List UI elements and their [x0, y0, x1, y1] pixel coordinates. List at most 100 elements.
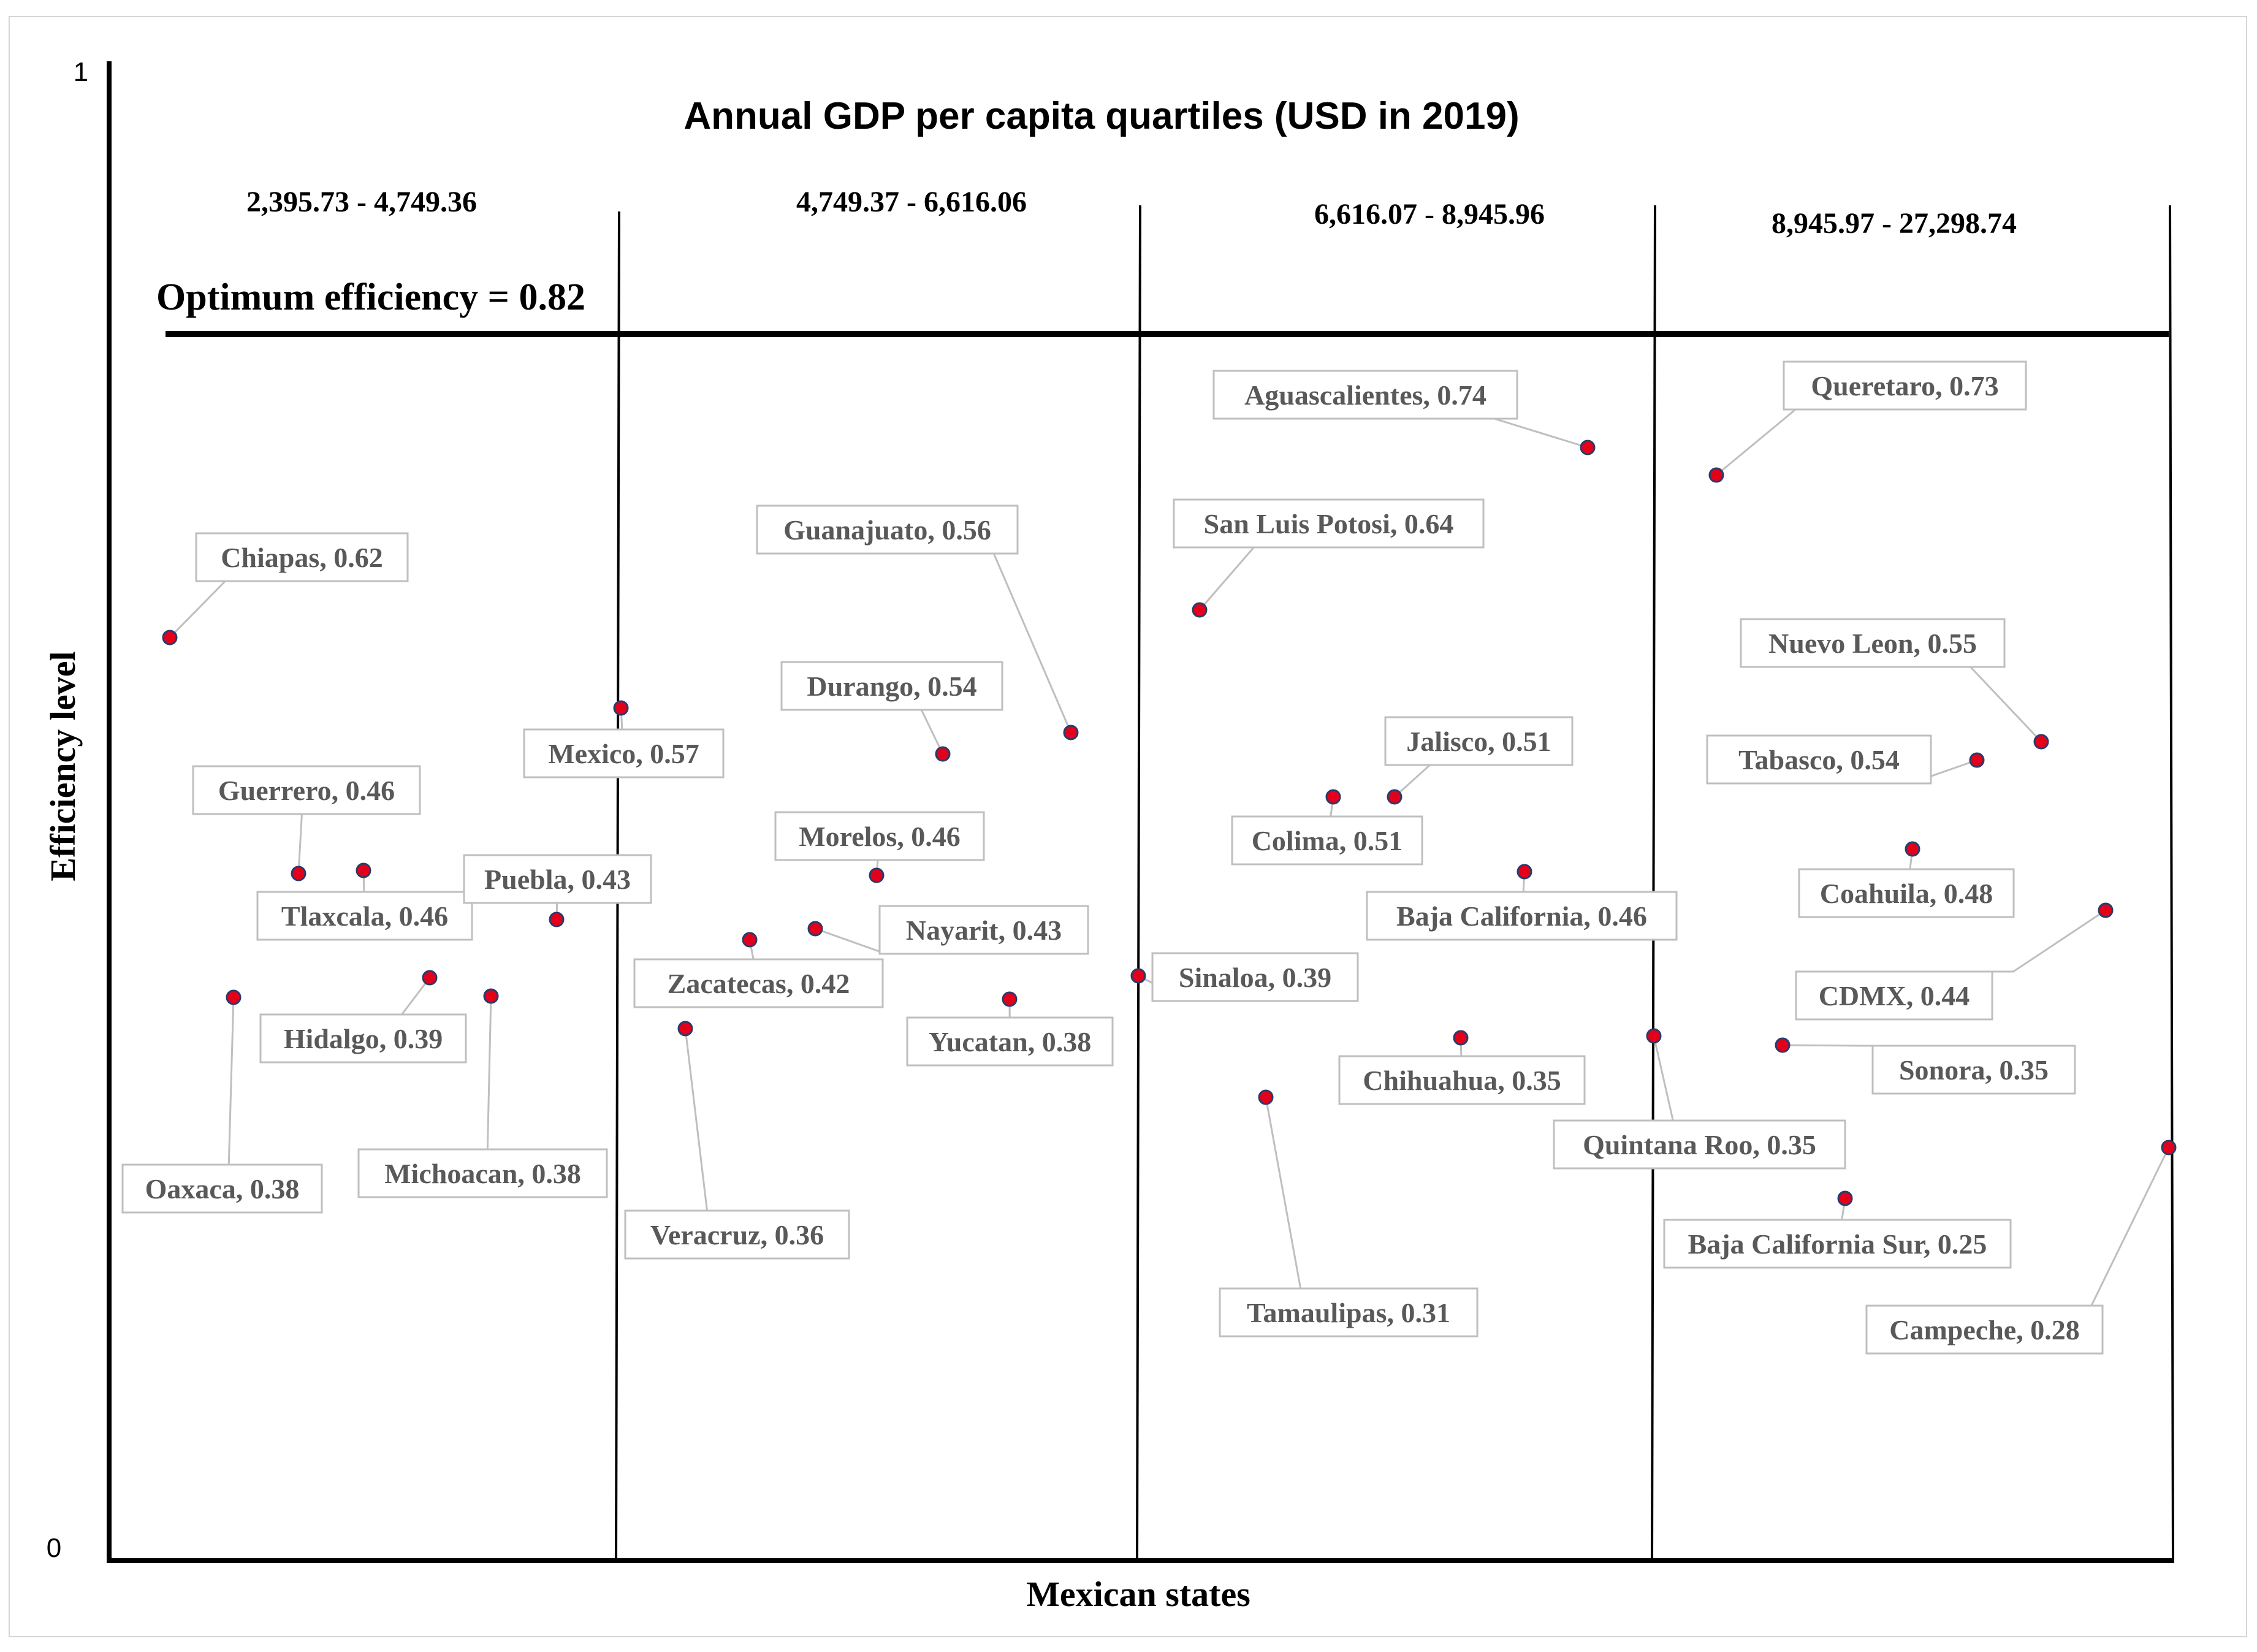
label-box: [1231, 815, 1423, 866]
label-box: [192, 765, 421, 815]
point-group-zacatecas: Zacatecas, 0.42: [633, 932, 884, 1008]
point-group-aguascalientes: Aguascalientes, 0.74: [1212, 370, 1596, 455]
data-label: Sonora, 0.35: [1899, 1054, 2049, 1086]
data-point-coahuila: [1905, 841, 1920, 857]
quartile-4-label: 8,945.97 - 27,298.74: [1772, 207, 2017, 240]
data-label: Sinaloa, 0.39: [1179, 962, 1331, 993]
callout-line: [226, 997, 235, 1166]
label-box: [1553, 1119, 1846, 1170]
data-point-hidalgo: [422, 970, 438, 986]
point-group-chihuahua: Chihuahua, 0.35: [1338, 1030, 1586, 1105]
label-box: [1219, 1287, 1479, 1338]
quartile-3-label: 6,616.07 - 8,945.96: [1314, 198, 1545, 230]
quartile-divider-2: [1136, 205, 1141, 1564]
point-group-san-luis-potosi: San Luis Potosi, 0.64: [1173, 498, 1485, 618]
point-group-morelos: Morelos, 0.46: [774, 811, 985, 883]
label-box: [1366, 891, 1678, 941]
label-box: [1151, 952, 1359, 1002]
data-point-tamaulipas: [1258, 1089, 1274, 1105]
point-group-tabasco: Tabasco, 0.54: [1706, 734, 1985, 785]
point-group-baja-california: Baja California, 0.46: [1366, 864, 1678, 941]
data-label: Jalisco, 0.51: [1406, 726, 1551, 757]
callout-line: [1265, 1097, 1315, 1290]
callout-line: [912, 709, 944, 755]
data-label: Baja California Sur, 0.25: [1688, 1228, 1987, 1260]
data-label: Chihuahua, 0.35: [1363, 1065, 1561, 1096]
data-point-guanajuato: [1063, 725, 1079, 740]
data-label: Yucatan, 0.38: [929, 1026, 1091, 1057]
data-point-quintana-roo: [1646, 1028, 1662, 1044]
data-label: Tabasco, 0.54: [1738, 744, 1900, 775]
label-box: [780, 661, 1003, 711]
point-group-queretaro: Queretaro, 0.73: [1708, 360, 2027, 483]
axes: [107, 61, 2172, 1563]
y-tick-max: 1: [74, 57, 88, 87]
point-group-tamaulipas: Tamaulipas, 0.31: [1219, 1089, 1479, 1338]
data-point-durango: [935, 746, 951, 762]
point-group-sinaloa: Sinaloa, 0.39: [1130, 952, 1359, 1002]
data-label: Morelos, 0.46: [799, 821, 961, 852]
label-box: [195, 532, 409, 582]
data-point-queretaro: [1708, 467, 1724, 483]
data-point-morelos: [869, 867, 885, 883]
data-label: San Luis Potosi, 0.64: [1204, 508, 1454, 539]
data-label: Tlaxcala, 0.46: [281, 900, 448, 932]
x-axis-label: Mexican states: [1026, 1574, 1250, 1614]
data-label: Colima, 0.51: [1252, 825, 1403, 856]
callout-line: [1393, 764, 1445, 798]
label-box: [756, 504, 1019, 555]
data-point-san-luis-potosi: [1192, 602, 1208, 618]
data-label: Puebla, 0.43: [484, 864, 631, 895]
data-label: Guerrero, 0.46: [218, 775, 395, 806]
data-point-colima: [1325, 789, 1341, 805]
data-point-chiapas: [162, 630, 178, 645]
data-point-tlaxcala: [356, 862, 371, 878]
point-group-veracruz: Veracruz, 0.36: [624, 1021, 850, 1260]
callout-line: [1454, 417, 1588, 449]
data-label: Queretaro, 0.73: [1811, 370, 1998, 402]
callout-line: [389, 977, 431, 1016]
data-point-aguascalientes: [1580, 440, 1596, 455]
y-tick-min: 0: [47, 1533, 61, 1563]
callout-line: [1716, 408, 1830, 476]
data-point-nuevo-leon: [2033, 734, 2049, 750]
data-point-tabasco: [1969, 752, 1985, 768]
label-box: [259, 1013, 467, 1064]
label-box: [1173, 498, 1485, 549]
point-group-colima: Colima, 0.51: [1231, 789, 1423, 866]
data-point-jalisco: [1387, 789, 1403, 805]
callout-line: [684, 1028, 717, 1212]
label-box: [1865, 1304, 2104, 1355]
optimum-efficiency-label: Optimum efficiency = 0.82: [156, 276, 585, 318]
label-box: [906, 1016, 1114, 1067]
point-group-puebla: Puebla, 0.43: [463, 854, 652, 927]
data-point-campeche: [2161, 1140, 2177, 1155]
chart-frame: [9, 16, 2247, 1637]
data-label: Chiapas, 0.62: [221, 542, 383, 573]
quartile-1-label: 2,395.73 - 4,749.36: [246, 186, 477, 218]
point-group-oaxaca: Oaxaca, 0.38: [121, 989, 323, 1214]
callout-line: [1653, 1035, 1681, 1122]
callout-line: [169, 580, 249, 639]
data-point-baja-california-sur: [1837, 1190, 1853, 1206]
point-group-cdmx: CDMX, 0.44: [1795, 902, 2114, 1021]
label-box: [1663, 1219, 2012, 1269]
point-group-campeche: Campeche, 0.28: [1865, 1140, 2177, 1355]
point-group-nuevo-leon: Nuevo Leon, 0.55: [1740, 618, 2049, 750]
data-label: Baja California, 0.46: [1396, 900, 1647, 932]
label-box: [256, 891, 473, 941]
data-label: Zacatecas, 0.42: [668, 968, 850, 999]
quartile-divider-4: [2169, 205, 2174, 1564]
label-box: [1783, 360, 2027, 411]
label-box: [878, 905, 1089, 955]
point-group-jalisco: Jalisco, 0.51: [1384, 716, 1574, 805]
data-label: CDMX, 0.44: [1819, 980, 1970, 1011]
point-group-baja-california-sur: Baja California Sur, 0.25: [1663, 1190, 2012, 1269]
point-group-tlaxcala: Tlaxcala, 0.46: [256, 862, 473, 941]
label-box: [1384, 716, 1574, 766]
label-box: [463, 854, 652, 904]
data-point-baja-california: [1517, 864, 1532, 880]
data-point-cdmx: [2098, 902, 2114, 918]
chart-title: Annual GDP per capita quartiles (USD in …: [683, 95, 1519, 137]
